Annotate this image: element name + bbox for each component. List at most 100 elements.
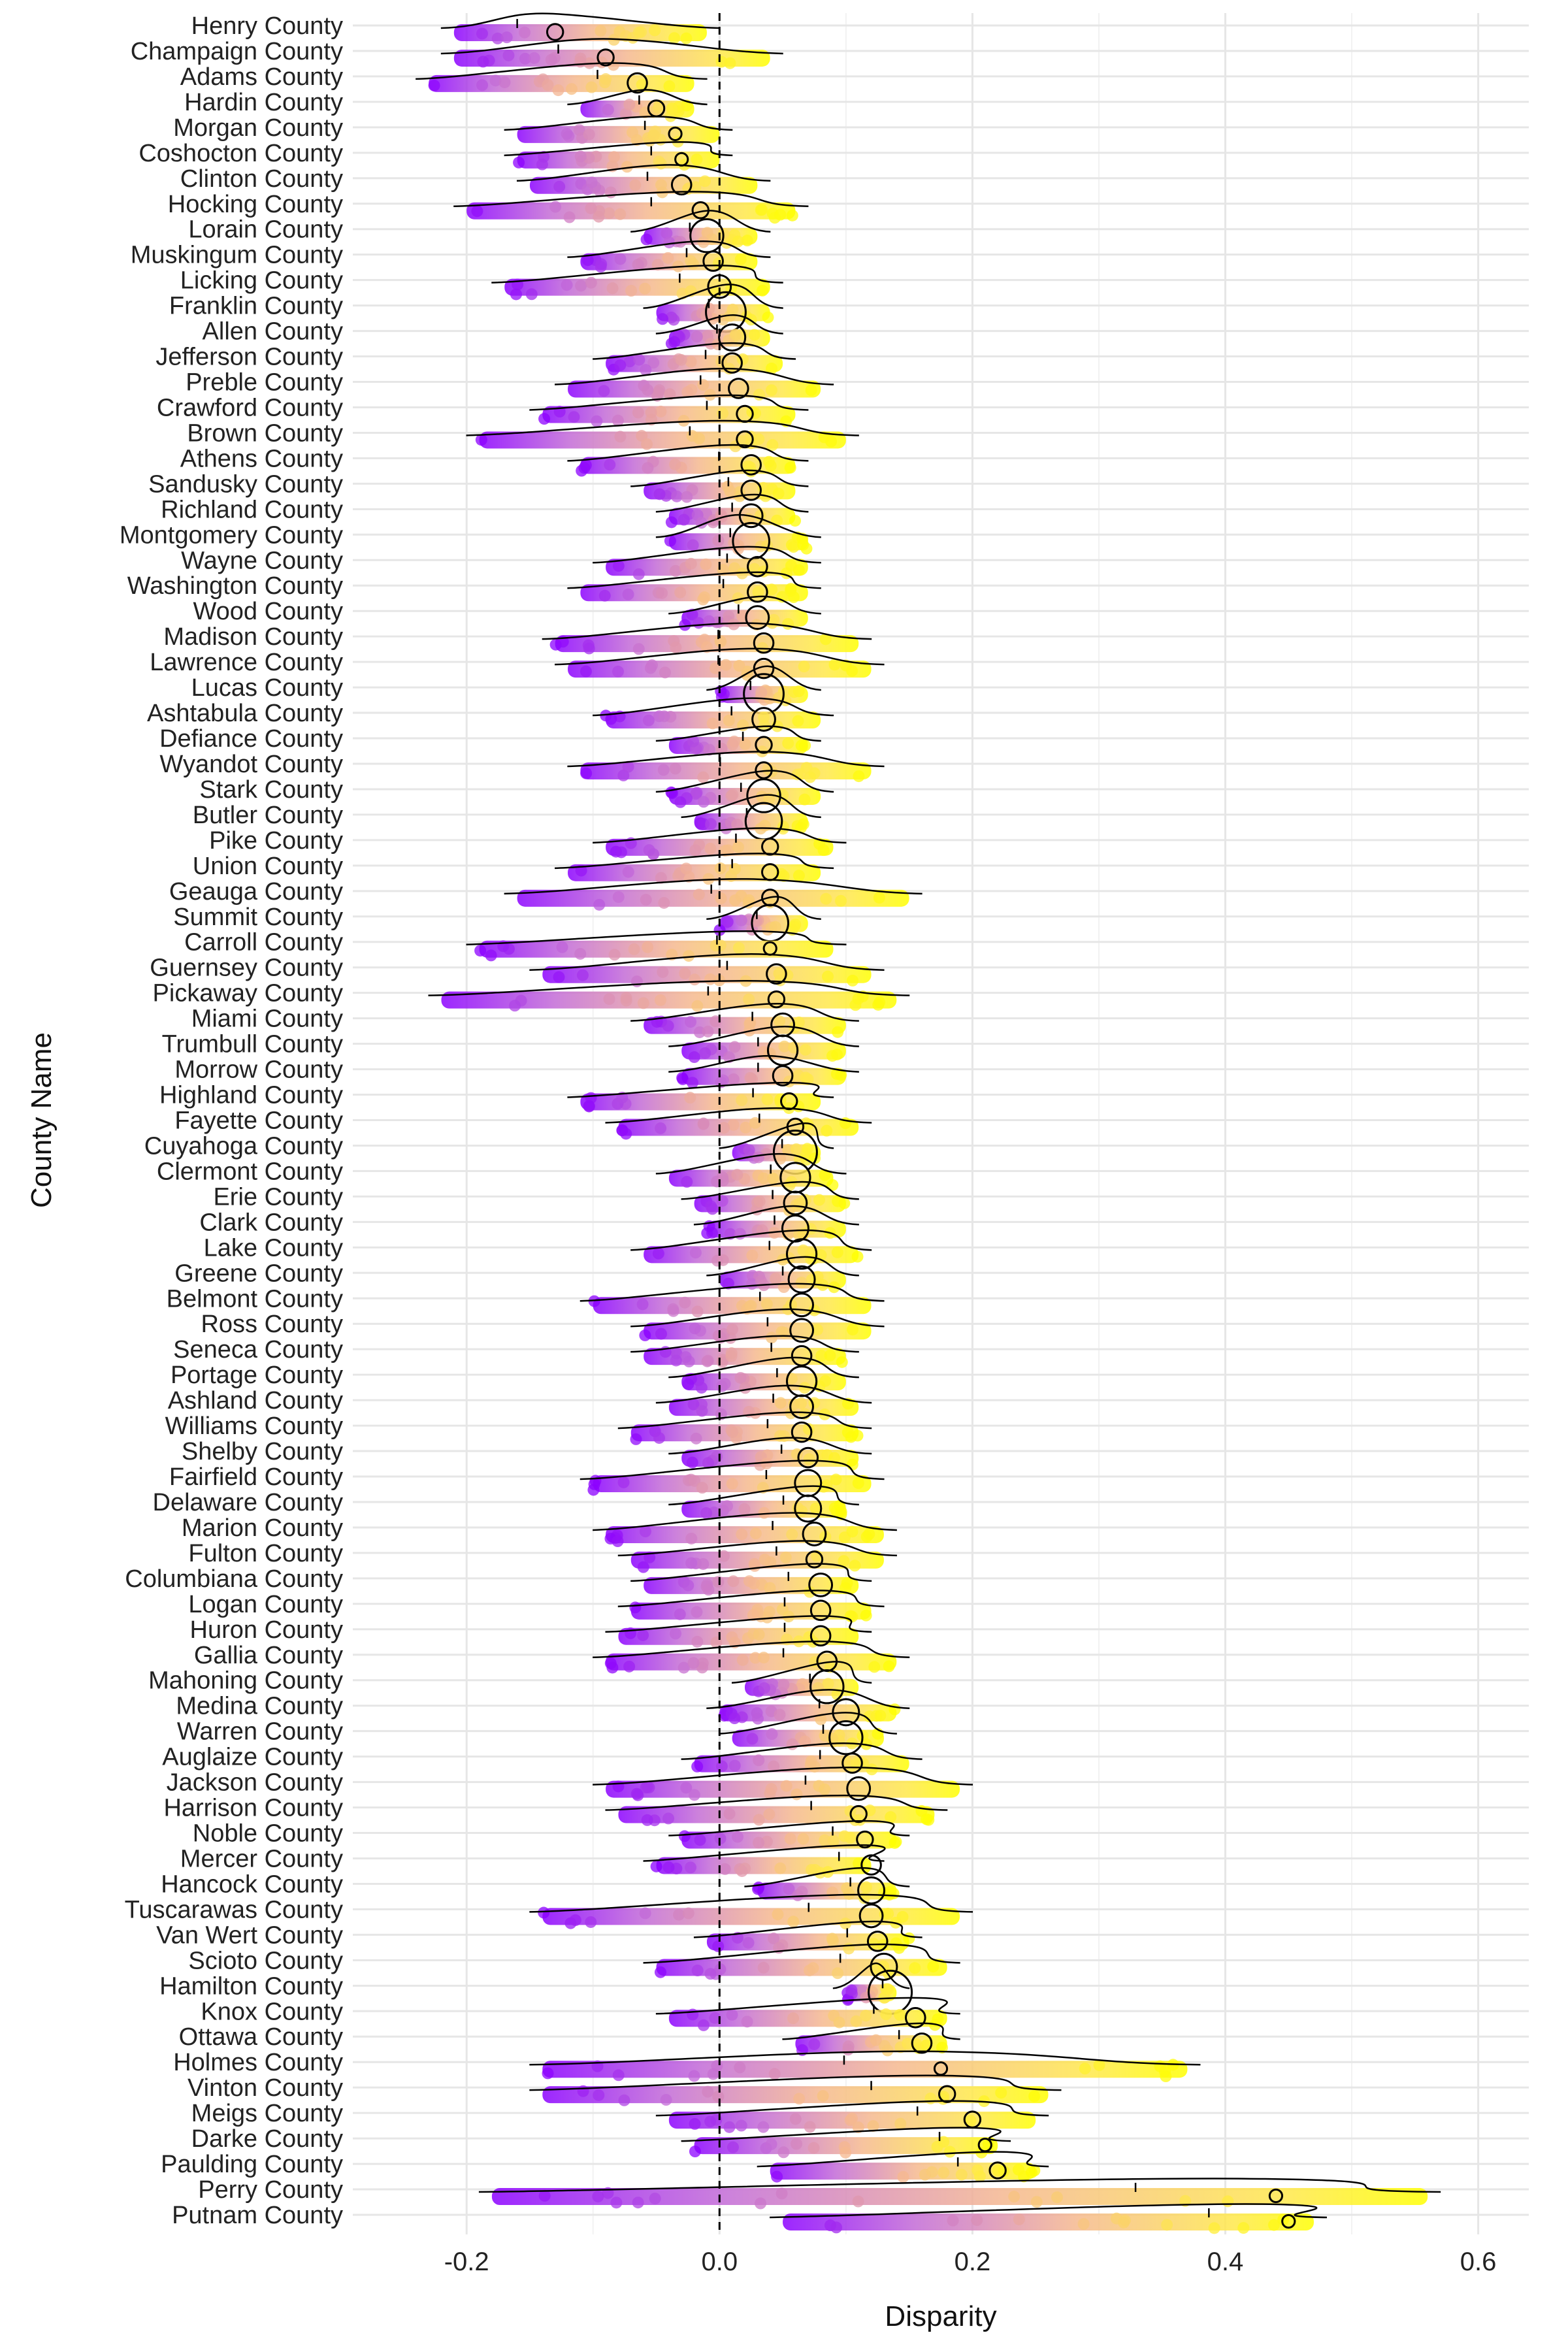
data-point: [636, 1298, 649, 1311]
density-curve: [504, 116, 733, 131]
data-point: [673, 1908, 685, 1921]
data-point: [882, 1908, 894, 1920]
county-label: Fairfield County: [169, 1463, 343, 1491]
data-point: [615, 846, 627, 858]
distribution-band: [706, 1933, 909, 1951]
distribution-band: [517, 889, 909, 907]
data-point: [576, 969, 589, 981]
data-point: [687, 735, 700, 747]
density-curve: [655, 1152, 847, 1175]
data-point: [822, 1678, 834, 1690]
data-point: [755, 204, 767, 216]
county-row: [593, 1512, 897, 1548]
county-row: [466, 419, 859, 453]
data-point: [707, 2068, 719, 2080]
data-point: [794, 821, 807, 834]
data-point: [821, 1124, 833, 1137]
density-curve: [593, 1512, 897, 1531]
county-label: Wood County: [193, 598, 343, 625]
data-point: [762, 455, 775, 468]
data-point: [612, 1535, 624, 1548]
data-point: [702, 1354, 714, 1367]
data-point: [679, 1351, 692, 1364]
data-point: [715, 1760, 728, 1772]
county-label: Franklin County: [169, 293, 343, 320]
data-point: [890, 1836, 902, 1848]
data-point: [691, 154, 703, 166]
data-point: [714, 1963, 727, 1976]
data-point: [513, 156, 525, 169]
mean-marker: [721, 352, 743, 374]
data-point: [889, 1703, 901, 1716]
density-curve: [529, 1893, 973, 1913]
density-curve: [593, 827, 847, 844]
county-label: Brown County: [187, 419, 343, 447]
density-curve: [782, 2022, 960, 2040]
data-point: [795, 1277, 808, 1289]
data-point: [805, 1755, 817, 1767]
density-curve: [554, 853, 834, 870]
data-point: [847, 974, 859, 987]
county-label: Defiance County: [159, 725, 343, 753]
county-row: [605, 1615, 872, 1649]
data-point: [632, 258, 644, 270]
county-row: [567, 1081, 834, 1115]
county-row: [706, 665, 821, 715]
data-point: [633, 353, 645, 366]
data-point: [998, 2165, 1010, 2178]
data-point: [776, 2187, 788, 2200]
data-point: [640, 894, 652, 906]
data-point: [553, 971, 565, 983]
data-point: [715, 355, 728, 368]
county-label: Montgomery County: [120, 521, 343, 549]
data-point: [808, 2142, 820, 2154]
data-point: [838, 1531, 851, 1544]
data-point: [700, 1507, 713, 1519]
county-row: [655, 725, 821, 758]
data-point: [632, 643, 645, 655]
data-point: [622, 760, 634, 773]
county-label: Mahoning County: [148, 1667, 343, 1695]
county-label: Henry County: [191, 12, 343, 40]
data-point: [867, 2120, 879, 2132]
county-label: Scioto County: [188, 1947, 343, 1974]
data-point: [685, 255, 697, 267]
data-point: [699, 175, 711, 188]
data-point: [662, 1812, 675, 1825]
data-point: [921, 1813, 933, 1825]
county-label: Belmont County: [167, 1285, 343, 1313]
data-point: [678, 514, 690, 526]
x-tick-labels: -0.2 0.0 0.2 0.4 0.6: [444, 2247, 1497, 2276]
data-point: [903, 1932, 915, 1944]
data-point: [774, 1397, 787, 1409]
mean-marker: [745, 605, 770, 630]
density-curve: [757, 2151, 1049, 2168]
data-point: [734, 253, 747, 266]
mean-marker: [938, 2085, 956, 2103]
data-point: [653, 488, 666, 500]
data-point: [640, 233, 653, 246]
county-row: [655, 2100, 1049, 2134]
density-curve: [593, 1766, 973, 1786]
county-label: Licking County: [180, 267, 343, 295]
data-point: [670, 641, 682, 653]
data-point: [746, 1733, 759, 1745]
county-row: [605, 1107, 872, 1140]
county-label: Pickaway County: [153, 980, 343, 1007]
data-point: [697, 379, 710, 391]
density-curve: [529, 2050, 1201, 2066]
data-point: [697, 593, 710, 606]
data-point: [686, 1456, 698, 1469]
data-point: [688, 1789, 700, 1801]
data-point: [662, 1861, 675, 1874]
data-point: [799, 1043, 811, 1056]
county-label: Stark County: [199, 776, 343, 804]
data-point: [819, 1375, 832, 1387]
data-point: [995, 2087, 1007, 2099]
data-point: [774, 208, 787, 221]
density-curve: [668, 595, 821, 615]
mean-marker: [797, 1446, 819, 1469]
data-point: [755, 2197, 767, 2210]
county-row: [706, 896, 821, 943]
